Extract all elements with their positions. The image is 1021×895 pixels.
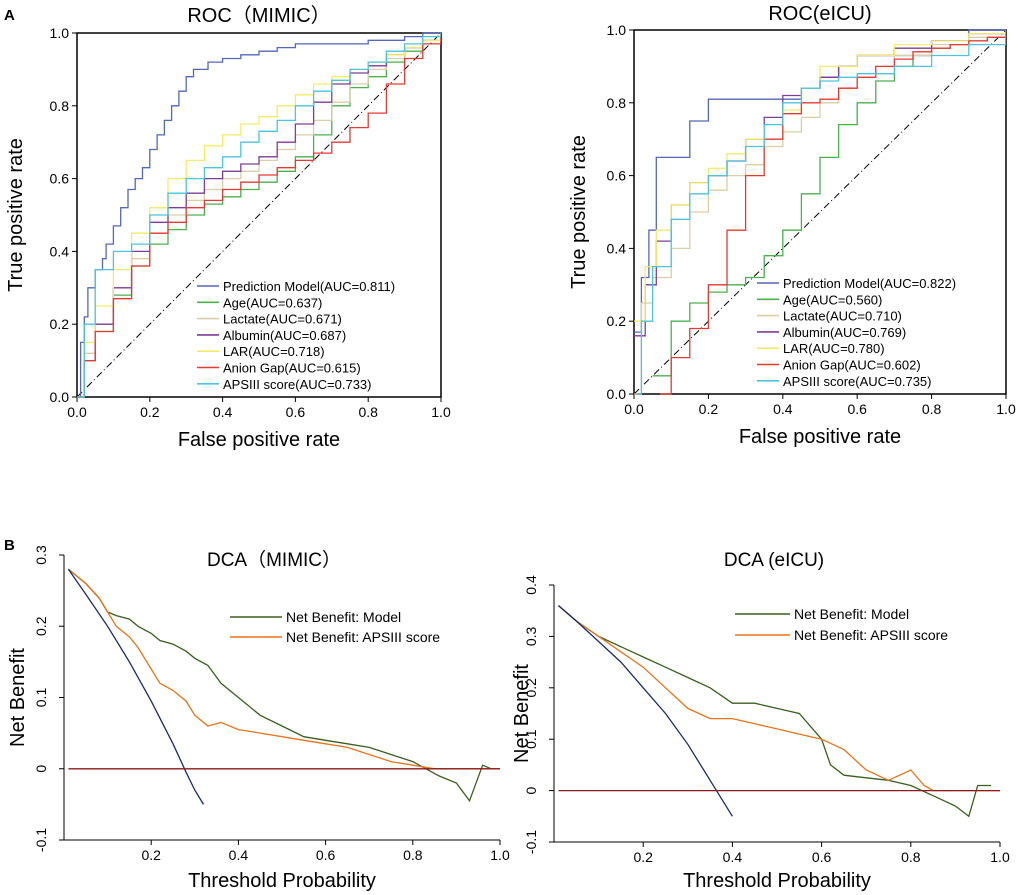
- series-line-net-benefit-apsiii-score: [67, 568, 500, 770]
- y-tick-label: 0.4: [50, 243, 70, 259]
- series-line-treat-all: [67, 568, 205, 805]
- y-tick-label: 0.3: [33, 545, 49, 565]
- legend-label: Net Benefit: APSIII score: [794, 627, 948, 643]
- series-line-apsiii-score-auc-0-733: [77, 33, 441, 398]
- legend-label: Age(AUC=0.637): [223, 295, 322, 310]
- y-tick-label: 0.0: [50, 389, 70, 405]
- x-tick-label: 0.4: [723, 849, 743, 865]
- y-tick-label: 0: [33, 765, 49, 773]
- series-line-treat-all: [558, 605, 733, 817]
- legend-label: LAR(AUC=0.718): [223, 344, 325, 359]
- x-tick-label: 0.4: [229, 847, 249, 863]
- chart-dca-mimic: DCA（MIMIC） 0.2 0.4 0.6 0.8 1.0 -0.1 0 0.1 0.2 0.3 T…: [7, 545, 510, 892]
- series-line-anion-gap-auc-0-615: [77, 33, 441, 398]
- series-line-net-benefit-model: [558, 605, 992, 818]
- legend-label: APSIII score(AUC=0.733): [223, 377, 371, 392]
- series-line-net-benefit-model: [67, 568, 492, 803]
- x-tick-label: 0.2: [699, 401, 719, 417]
- y-tick-label: 0.3: [523, 626, 539, 646]
- y-tick-label: 0.1: [33, 688, 49, 708]
- chart-roc-mimic: ROC（MIMIC） 0.0 0.2 0.4 0.6 0.8 1.0 0.0 0.2 0.4 0.6…: [5, 4, 451, 451]
- y-tick-label: 0.2: [523, 678, 539, 698]
- y-tick-label: 0.8: [607, 95, 627, 111]
- y-tick-label: 0.1: [523, 729, 539, 749]
- x-tick-label: 0.8: [901, 849, 921, 865]
- y-tick-label: 0.2: [33, 616, 49, 636]
- y-tick-label: -0.1: [523, 830, 539, 854]
- y-axis-label: Net Benefit: [7, 648, 29, 747]
- series-line-prediction-model-auc-0-811: [77, 32, 441, 398]
- x-axis-label: Threshold Probability: [188, 870, 376, 892]
- chart-title: DCA (eICU): [724, 550, 824, 571]
- legend-label: Anion Gap(AUC=0.602): [783, 358, 921, 373]
- legend-label: Anion Gap(AUC=0.615): [223, 361, 361, 376]
- chart-title: DCA（MIMIC）: [207, 549, 341, 571]
- legend-label: Net Benefit: Model: [794, 606, 909, 622]
- y-tick-label: 0.2: [50, 316, 70, 332]
- legend-label: Age(AUC=0.560): [783, 292, 882, 307]
- x-axis-label: False positive rate: [178, 429, 340, 451]
- chart-title: ROC(eICU): [768, 3, 871, 25]
- x-tick-label: 1.0: [990, 849, 1010, 865]
- y-tick-label: 0: [523, 786, 539, 794]
- y-tick-label: -0.1: [33, 828, 49, 852]
- chart-title: ROC（MIMIC）: [187, 4, 330, 27]
- legend-label: Albumin(AUC=0.687): [223, 328, 346, 343]
- x-tick-label: 0.6: [847, 401, 867, 417]
- legend-label: Net Benefit: Model: [286, 609, 401, 625]
- x-tick-label: 0.0: [624, 401, 644, 417]
- y-tick-label: 0.0: [607, 386, 627, 402]
- panel-label-a: A: [4, 7, 15, 24]
- x-tick-label: 0.2: [141, 847, 161, 863]
- y-tick-label: 0.4: [607, 240, 627, 256]
- x-tick-label: 0.2: [140, 404, 160, 420]
- x-tick-label: 1.0: [490, 847, 510, 863]
- chart-roc-eicu: ROC(eICU) 0.0 0.2 0.4 0.6 0.8 1.0 0.0 0.2 0.4 0.6 0…: [568, 3, 1016, 448]
- legend-label: Lactate(AUC=0.710): [783, 309, 902, 324]
- x-tick-label: 0.8: [403, 847, 423, 863]
- y-axis-label: Net Benefit: [511, 664, 533, 763]
- series-line-anion-gap-auc-0-602: [660, 30, 1006, 395]
- reference-diagonal: [633, 29, 1007, 395]
- x-tick-label: 0.6: [316, 847, 336, 863]
- x-tick-label: 0.4: [773, 401, 793, 417]
- legend-label: Prediction Model(AUC=0.811): [223, 279, 395, 294]
- plot-frame: [76, 32, 442, 398]
- chart-dca-eicu: DCA (eICU) 0.2 0.4 0.6 0.8 1.0 -0.1 0 0.1 0.2 0.3 0…: [511, 550, 1010, 892]
- y-tick-label: 0.8: [50, 98, 70, 114]
- plot-frame: [633, 29, 1007, 395]
- panel-label-b: B: [4, 537, 15, 554]
- y-tick-label: 0.6: [607, 168, 627, 184]
- legend-label: LAR(AUC=0.780): [783, 341, 885, 356]
- x-tick-label: 0.8: [922, 401, 942, 417]
- y-tick-label: 0.2: [607, 313, 627, 329]
- legend-label: Prediction Model(AUC=0.822): [783, 276, 956, 291]
- y-axis-label: True positive rate: [568, 135, 590, 289]
- y-tick-label: 1.0: [607, 22, 627, 38]
- x-axis-label: Threshold Probability: [683, 870, 871, 892]
- legend-label: Albumin(AUC=0.769): [783, 325, 906, 340]
- x-tick-label: 0.0: [67, 404, 87, 420]
- legend-label: Net Benefit: APSIII score: [286, 629, 440, 645]
- y-tick-label: 0.6: [50, 171, 70, 187]
- x-tick-label: 0.2: [633, 849, 653, 865]
- x-tick-label: 1.0: [431, 404, 451, 420]
- x-tick-label: 0.6: [286, 404, 306, 420]
- x-tick-label: 0.6: [812, 849, 832, 865]
- x-tick-label: 1.0: [996, 401, 1016, 417]
- series-line-net-benefit-apsiii-score: [558, 605, 1000, 792]
- x-tick-label: 0.4: [213, 404, 233, 420]
- y-axis-label: True positive rate: [5, 138, 27, 292]
- legend-label: APSIII score(AUC=0.735): [783, 374, 931, 389]
- series-line-apsiii-score-auc-0-735: [637, 30, 1006, 395]
- x-tick-label: 0.8: [358, 404, 378, 420]
- legend-label: Lactate(AUC=0.671): [223, 312, 342, 327]
- y-tick-label: 1.0: [50, 25, 70, 41]
- x-axis-label: False positive rate: [739, 426, 901, 448]
- reference-diagonal: [76, 32, 442, 398]
- y-tick-label: 0.4: [523, 575, 539, 595]
